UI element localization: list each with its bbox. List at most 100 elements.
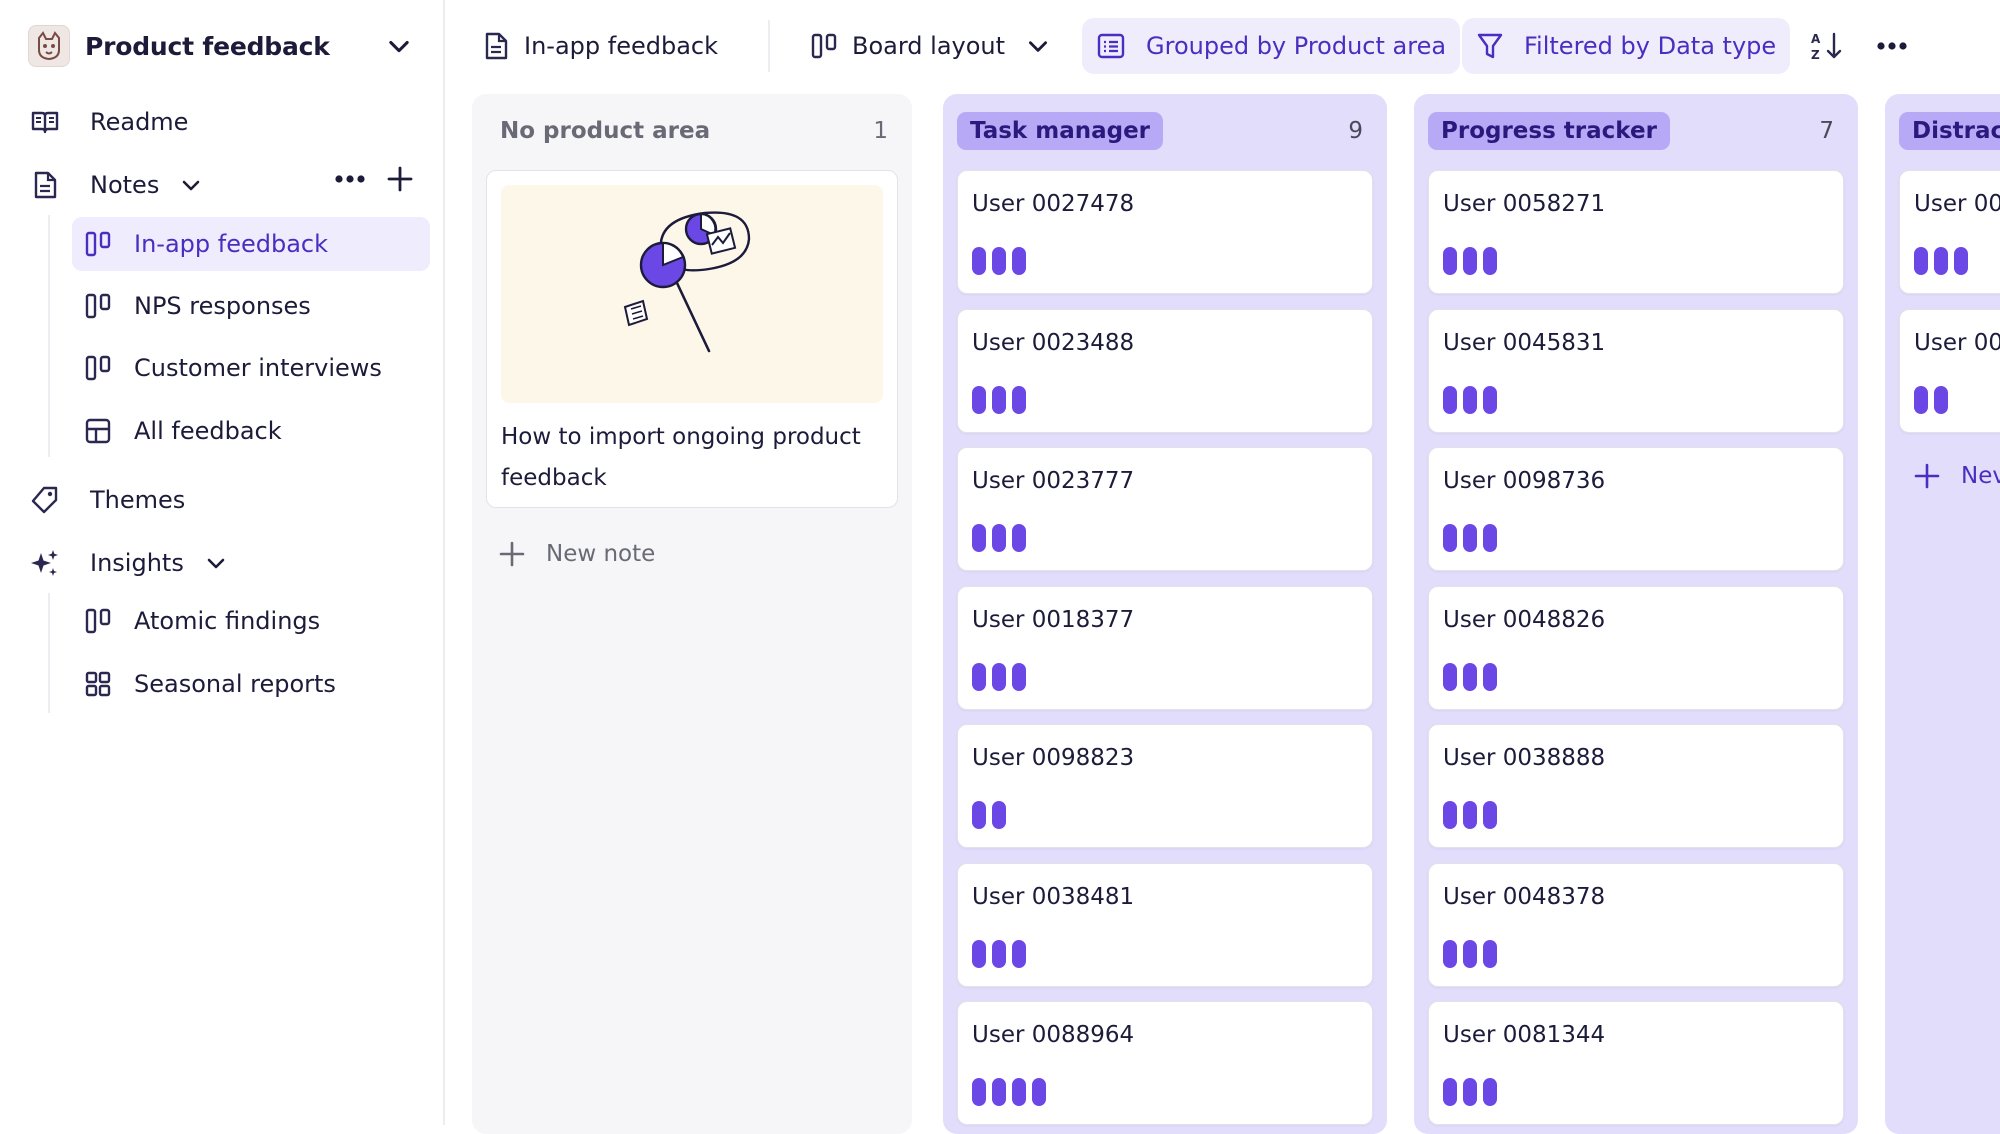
indicator-bar (1463, 939, 1477, 968)
feedback-card[interactable]: User 0018377 (957, 585, 1373, 710)
feedback-card[interactable]: User 0027478 (957, 170, 1373, 294)
indicator-bar (972, 385, 986, 414)
indicator-bar (1463, 247, 1477, 275)
indicator-bar (972, 247, 986, 275)
data-type-indicator (1914, 385, 1948, 414)
feedback-card[interactable]: User 0038481 (957, 862, 1373, 987)
indicator-bar (1463, 662, 1477, 691)
indicator-bar (992, 385, 1006, 414)
indicator-bar (1443, 801, 1457, 829)
sidebar-item-seasonal-reports[interactable]: Seasonal reports (72, 657, 430, 711)
group-by-chip[interactable]: Grouped by Product area (1082, 18, 1461, 74)
indicator-bar (1463, 385, 1477, 414)
data-type-indicator (972, 247, 1026, 275)
filter-label: Filtered by Data type (1524, 32, 1777, 60)
indicator-bar (1443, 939, 1457, 968)
feedback-card[interactable]: User 0048378 (1428, 862, 1844, 987)
indicator-bar (1483, 524, 1497, 552)
sidebar-item-nps-responses[interactable]: NPS responses (72, 279, 430, 333)
sort-button[interactable]: A Z (1796, 18, 1858, 74)
feedback-card[interactable]: User 0023488 (957, 308, 1373, 433)
column-header: Distrac (1885, 108, 2000, 154)
column-header: Progress tracker 7 (1414, 108, 1858, 154)
sidebar-item-insights[interactable]: Insights (28, 538, 228, 588)
sidebar-item-themes[interactable]: Themes (28, 475, 185, 525)
chevron-down-icon[interactable] (204, 551, 228, 575)
indicator-bar (1483, 247, 1497, 275)
filter-chip[interactable]: Filtered by Data type (1462, 18, 1791, 74)
sidebar-item-atomic-findings[interactable]: Atomic findings (72, 594, 430, 648)
new-note-button[interactable]: New note (498, 540, 655, 568)
feedback-card[interactable]: User 0058271 (1428, 170, 1844, 294)
board-icon (82, 605, 114, 637)
indicator-bar (1012, 524, 1026, 552)
more-icon[interactable] (334, 174, 366, 184)
data-type-indicator (972, 662, 1026, 691)
data-type-indicator (1443, 801, 1497, 829)
sidebar-item-customer-interviews[interactable]: Customer interviews (72, 341, 430, 395)
feedback-card[interactable]: User 0081344 (1428, 1001, 1844, 1125)
indicator-bar (1463, 801, 1477, 829)
indicator-bar (1012, 247, 1026, 275)
card-title: User 0038888 (1443, 745, 1606, 771)
list-icon (1097, 33, 1125, 59)
card-title: User 00 (1914, 329, 2000, 356)
feedback-card[interactable]: User 0023777 (957, 447, 1373, 571)
sidebar-item-notes[interactable]: Notes (28, 160, 203, 210)
column-title: No product area (500, 118, 711, 144)
indicator-bar (972, 939, 986, 968)
indicator-bar (1443, 385, 1457, 414)
note-title: How to import ongoing product feedback (501, 424, 861, 491)
feedback-card[interactable]: User 0038888 (1428, 724, 1844, 848)
new-note-button[interactable]: Nev (1913, 462, 2000, 490)
column-title: Progress tracker (1428, 112, 1670, 150)
chevron-down-icon[interactable] (179, 173, 203, 197)
feedback-card[interactable]: User 00 (1899, 308, 2000, 433)
note-card[interactable]: How to import ongoing product feedback (486, 170, 898, 508)
svg-text:Z: Z (1811, 48, 1820, 62)
sidebar-item-readme[interactable]: Readme (28, 97, 188, 147)
sidebar-item-all-feedback[interactable]: All feedback (72, 404, 430, 458)
data-type-indicator (972, 801, 1006, 829)
card-title: User 0023777 (972, 468, 1135, 494)
workspace-logo (28, 25, 70, 67)
indicator-bar (992, 247, 1006, 275)
data-type-indicator (1443, 247, 1497, 275)
layout-label: Board layout (852, 32, 1006, 60)
column-header: Task manager 9 (943, 108, 1387, 154)
indicator-bar (992, 939, 1006, 968)
feedback-card[interactable]: User 0088964 (957, 1001, 1373, 1125)
column-title: Distrac (1899, 112, 2000, 150)
workspace-switcher[interactable]: Product feedback (28, 22, 413, 70)
feedback-card[interactable]: User 00 (1899, 170, 2000, 294)
chevron-down-icon[interactable] (385, 32, 413, 60)
feedback-card[interactable]: User 0098823 (957, 724, 1373, 848)
card-title: User 0027478 (972, 191, 1135, 217)
toolbar-divider (768, 20, 770, 72)
more-icon (1877, 42, 1907, 50)
card-title: User 00 (1914, 191, 2000, 217)
sidebar-item-in-app-feedback[interactable]: In-app feedback (72, 217, 430, 271)
feedback-card[interactable]: User 0048826 (1428, 585, 1844, 710)
feedback-card[interactable]: User 0045831 (1428, 308, 1844, 433)
magnifier-chart-illustration (623, 211, 751, 353)
svg-text:A: A (1811, 32, 1821, 46)
data-type-indicator (972, 939, 1026, 968)
feedback-card[interactable]: User 0098736 (1428, 447, 1844, 571)
indicator-bar (1483, 385, 1497, 414)
plus-icon (1914, 463, 1940, 489)
data-type-indicator (972, 385, 1026, 414)
card-title: User 0098823 (972, 745, 1135, 771)
more-button[interactable] (1862, 18, 1922, 74)
plus-icon[interactable] (386, 165, 414, 193)
card-title: User 0045831 (1443, 329, 1606, 356)
tag-icon (28, 483, 62, 517)
view-title-button[interactable]: In-app feedback (468, 18, 732, 74)
data-type-indicator (1443, 385, 1497, 414)
layout-dropdown[interactable]: Board layout (796, 18, 1065, 74)
card-title: User 0098736 (1443, 468, 1606, 494)
board-column-distrac: Distrac User 00 User 00 Nev (1885, 94, 2000, 1134)
document-icon (485, 32, 508, 60)
indicator-bar (1914, 247, 1928, 275)
indicator-bar (1012, 385, 1026, 414)
